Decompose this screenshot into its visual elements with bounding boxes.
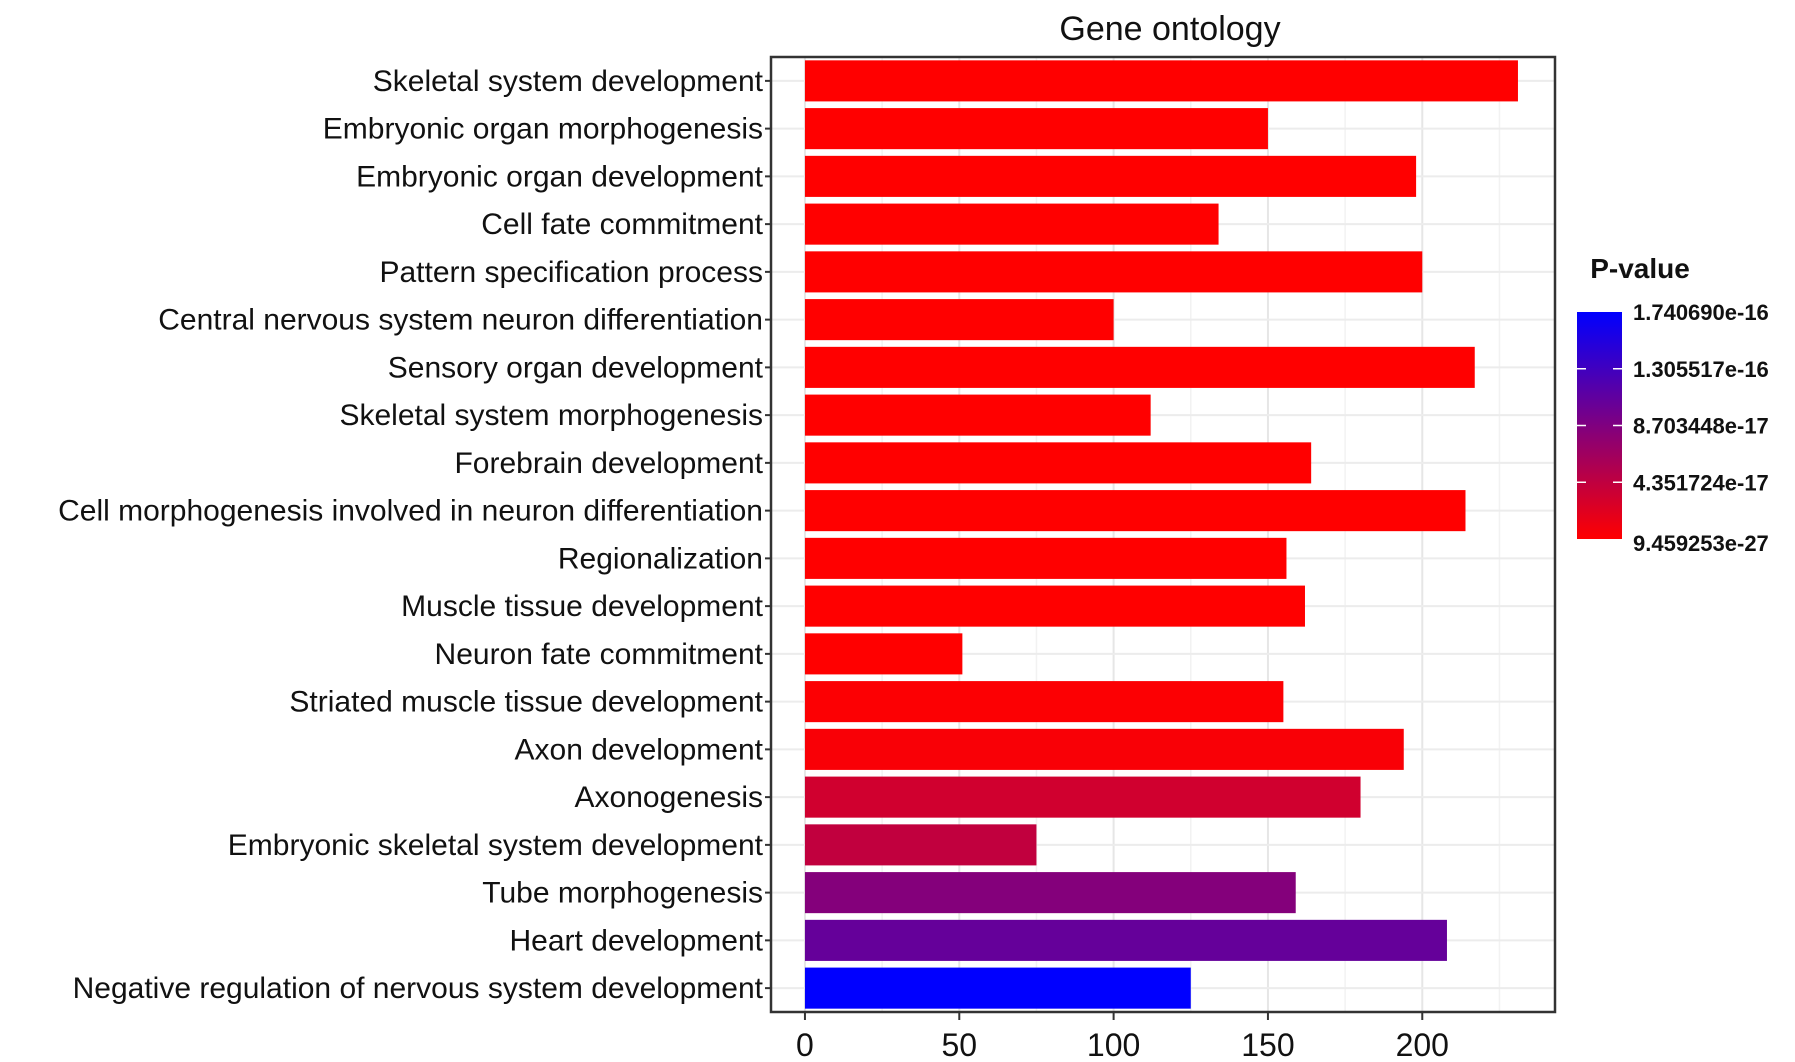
y-tick-label: Heart development <box>510 924 764 957</box>
legend-label: 1.305517e-16 <box>1633 357 1769 382</box>
y-tick-label: Embryonic organ morphogenesis <box>323 113 763 146</box>
y-tick-label: Negative regulation of nervous system de… <box>73 972 764 1005</box>
legend: P-value 1.740690e-16 1.305517e-16 8.703448… <box>1577 253 1769 556</box>
y-tick-label: Forebrain development <box>454 447 763 480</box>
plot-panel-border <box>769 55 1557 1014</box>
y-axis-labels: Skeletal system development Embryonic org… <box>58 65 771 1005</box>
legend-label: 1.740690e-16 <box>1633 300 1769 325</box>
x-tick-label: 200 <box>1396 1027 1449 1057</box>
bar <box>804 585 1305 627</box>
y-tick-label: Embryonic skeletal system development <box>228 829 764 862</box>
bar <box>804 203 1219 245</box>
y-tick-label: Pattern specification process <box>379 256 763 289</box>
y-tick-label: Axonogenesis <box>575 781 763 814</box>
bar <box>804 251 1423 293</box>
x-tick-label: 100 <box>1087 1027 1140 1057</box>
y-tick-label: Skeletal system development <box>373 65 764 98</box>
grid <box>771 57 1555 1012</box>
bar <box>804 490 1466 532</box>
legend-label: 8.703448e-17 <box>1633 414 1769 439</box>
bar <box>804 776 1361 818</box>
x-axis: 0 50 100 150 200 <box>796 1012 1449 1062</box>
bar <box>804 60 1518 102</box>
bar <box>804 919 1447 961</box>
x-tick-label: 0 <box>796 1027 814 1057</box>
bar <box>804 824 1037 866</box>
bar <box>804 728 1404 770</box>
bar <box>804 967 1191 1009</box>
legend-label: 4.351724e-17 <box>1633 470 1769 495</box>
bars <box>804 60 1518 1009</box>
bar <box>804 681 1284 723</box>
legend-title: P-value <box>1590 253 1690 284</box>
y-tick-label: Muscle tissue development <box>401 590 764 623</box>
bar <box>804 155 1417 197</box>
bar <box>804 442 1312 484</box>
y-tick-label: Axon development <box>515 733 764 766</box>
y-tick-label: Cell morphogenesis involved in neuron di… <box>58 495 763 528</box>
legend-label: 9.459253e-27 <box>1633 531 1769 556</box>
y-tick-label: Embryonic organ development <box>356 160 764 193</box>
y-tick-label: Skeletal system morphogenesis <box>339 399 763 432</box>
bar <box>804 299 1114 341</box>
y-tick-label: Cell fate commitment <box>481 208 763 241</box>
y-tick-label: Neuron fate commitment <box>435 638 764 671</box>
bar <box>804 633 963 675</box>
y-tick-label: Sensory organ development <box>388 351 764 384</box>
bar <box>804 394 1151 436</box>
bar <box>804 108 1268 150</box>
y-tick-label: Regionalization <box>558 542 763 575</box>
x-tick-label: 50 <box>941 1027 977 1057</box>
y-tick-label: Tube morphogenesis <box>482 877 763 910</box>
chart-title: Gene ontology <box>1059 10 1280 48</box>
x-tick-label: 150 <box>1241 1027 1294 1057</box>
bar <box>804 537 1287 579</box>
bar <box>804 872 1296 914</box>
y-tick-label: Striated muscle tissue development <box>289 686 763 719</box>
bar <box>804 346 1475 388</box>
y-tick-label: Central nervous system neuron differenti… <box>158 304 763 337</box>
